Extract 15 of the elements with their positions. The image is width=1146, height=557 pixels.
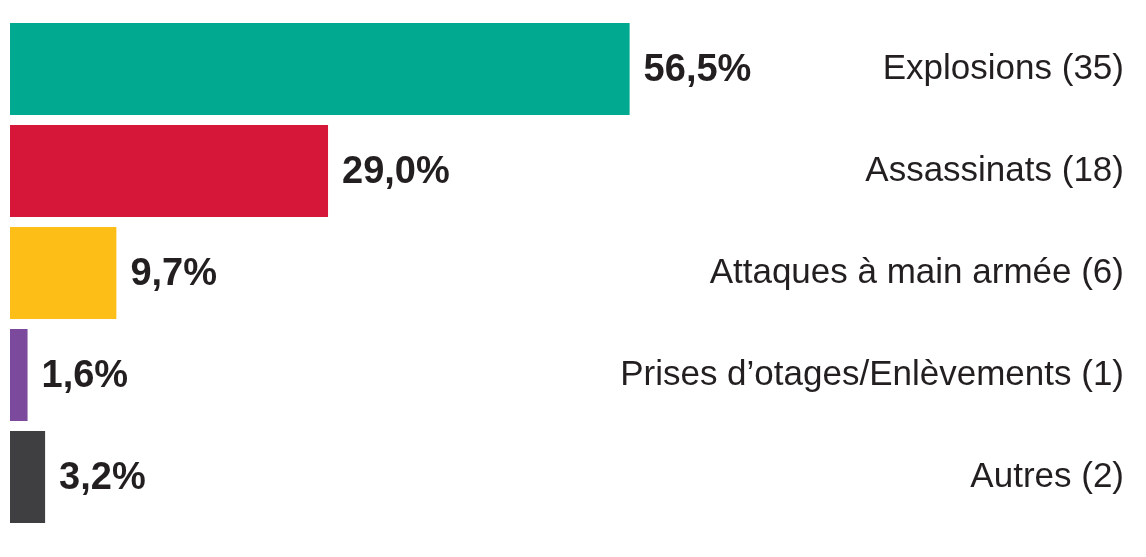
data-label: 29,0%: [342, 149, 450, 192]
bar: [10, 329, 28, 421]
data-label: 1,6%: [41, 353, 129, 396]
y-tick-label: Attaques à main armée (6): [709, 250, 1124, 290]
bar: [10, 431, 46, 523]
y-tick-label: Explosions (35): [882, 46, 1124, 86]
data-label: 3,2%: [59, 455, 146, 498]
data-label: 56,5%: [643, 47, 752, 90]
bar: [10, 227, 117, 319]
bar: [10, 23, 630, 115]
y-tick-label: Assassinats (18): [865, 148, 1124, 188]
data-label: 9,7%: [130, 251, 217, 294]
bar: [10, 125, 329, 217]
y-tick-label: Prises d’otages/Enlèvements (1): [620, 352, 1124, 392]
y-tick-label: Autres (2): [970, 454, 1124, 494]
